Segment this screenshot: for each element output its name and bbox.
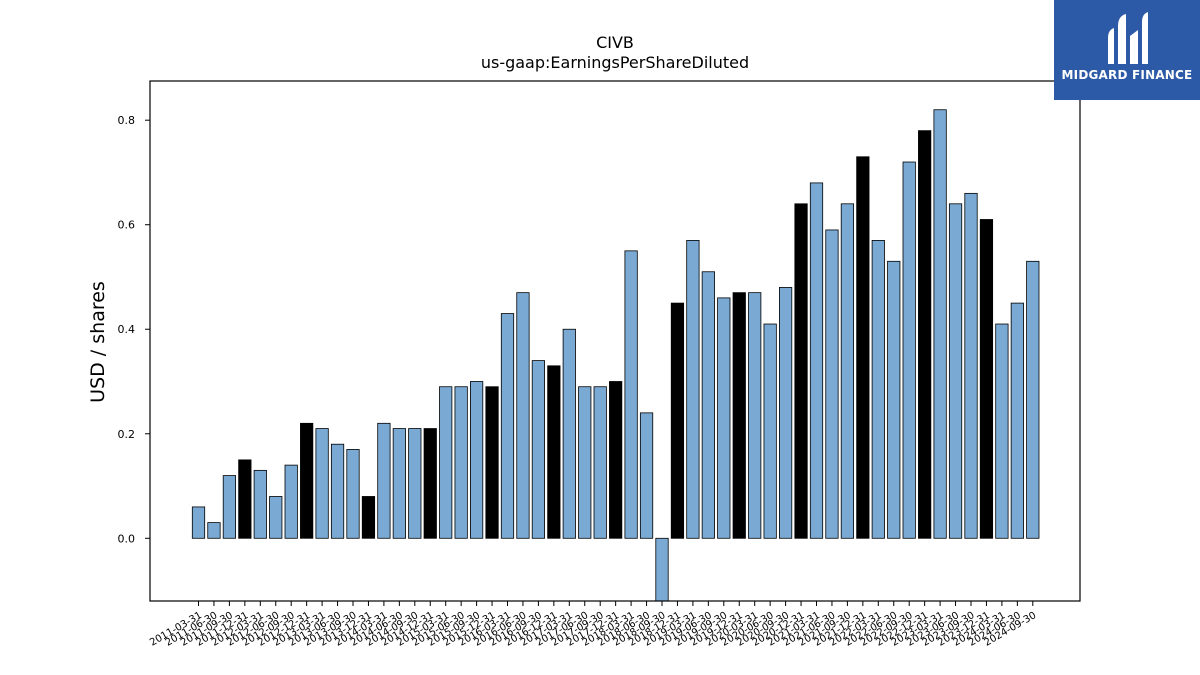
- bar: [918, 130, 932, 539]
- brand-logo: MIDGARD FINANCE: [1054, 0, 1200, 100]
- y-axis: 0.0 0.2 0.4 0.6 0.8: [118, 114, 150, 545]
- bar: [500, 313, 515, 539]
- bar: [315, 428, 329, 539]
- bar: [979, 219, 994, 539]
- bar: [717, 297, 731, 539]
- bar: [222, 475, 236, 539]
- bar: [516, 292, 530, 539]
- brand-name: MIDGARD FINANCE: [1061, 68, 1193, 82]
- bar: [902, 161, 916, 539]
- bar: [624, 250, 638, 539]
- bar: [269, 496, 283, 539]
- bar: [485, 386, 499, 539]
- bar: [300, 422, 314, 539]
- bar: [531, 360, 546, 539]
- bar: [392, 428, 406, 539]
- bar: [639, 412, 654, 539]
- bar: [933, 109, 947, 539]
- bar: [809, 182, 824, 539]
- bar: [439, 386, 453, 539]
- bar: [593, 386, 607, 539]
- bar: [253, 469, 267, 539]
- bar: [655, 537, 669, 602]
- bar: [794, 203, 808, 539]
- bar: [578, 386, 592, 539]
- bar: [686, 239, 700, 539]
- bar: [763, 323, 777, 539]
- bar: [191, 506, 206, 539]
- bar: [547, 365, 561, 539]
- bar: [609, 381, 623, 539]
- midgard-logo-icon: [1108, 12, 1148, 64]
- bar: [995, 323, 1009, 539]
- bar: [377, 422, 391, 539]
- plot-frame: [149, 80, 1081, 602]
- bar: [207, 522, 221, 539]
- bar: [825, 229, 839, 539]
- bar: [840, 203, 855, 539]
- bar: [732, 292, 746, 539]
- bar: [346, 449, 360, 539]
- bar: [1010, 302, 1024, 539]
- bar: [1026, 260, 1040, 539]
- bar: [284, 464, 298, 539]
- y-tick-label: 0.8: [118, 114, 136, 127]
- bar: [469, 381, 484, 539]
- bar: [361, 496, 376, 539]
- bar: [330, 443, 345, 539]
- bar: [964, 192, 978, 539]
- y-tick-label: 0.4: [118, 323, 136, 336]
- bar: [748, 292, 762, 539]
- bar: [948, 203, 963, 539]
- bar: [887, 260, 901, 539]
- bar: [779, 287, 793, 539]
- bar: [701, 271, 715, 539]
- bar: [408, 428, 422, 539]
- chart-subtitle: us-gaap:EarningsPerShareDiluted: [481, 53, 749, 72]
- bar: [562, 328, 576, 539]
- chart-title: CIVB: [596, 33, 634, 52]
- x-axis: 2011-03-312011-06-302011-09-302011-12-31…: [148, 601, 1038, 649]
- bar: [454, 386, 468, 539]
- y-tick-label: 0.6: [118, 219, 136, 232]
- bar: [871, 239, 885, 539]
- bar: [423, 428, 437, 539]
- bar: [856, 156, 870, 539]
- bars-group: [191, 109, 1040, 602]
- bar: [670, 302, 685, 539]
- y-tick-label: 0.2: [118, 428, 136, 441]
- y-axis-label: USD / shares: [87, 281, 109, 403]
- bar: [238, 459, 252, 539]
- y-tick-label: 0.0: [118, 532, 136, 545]
